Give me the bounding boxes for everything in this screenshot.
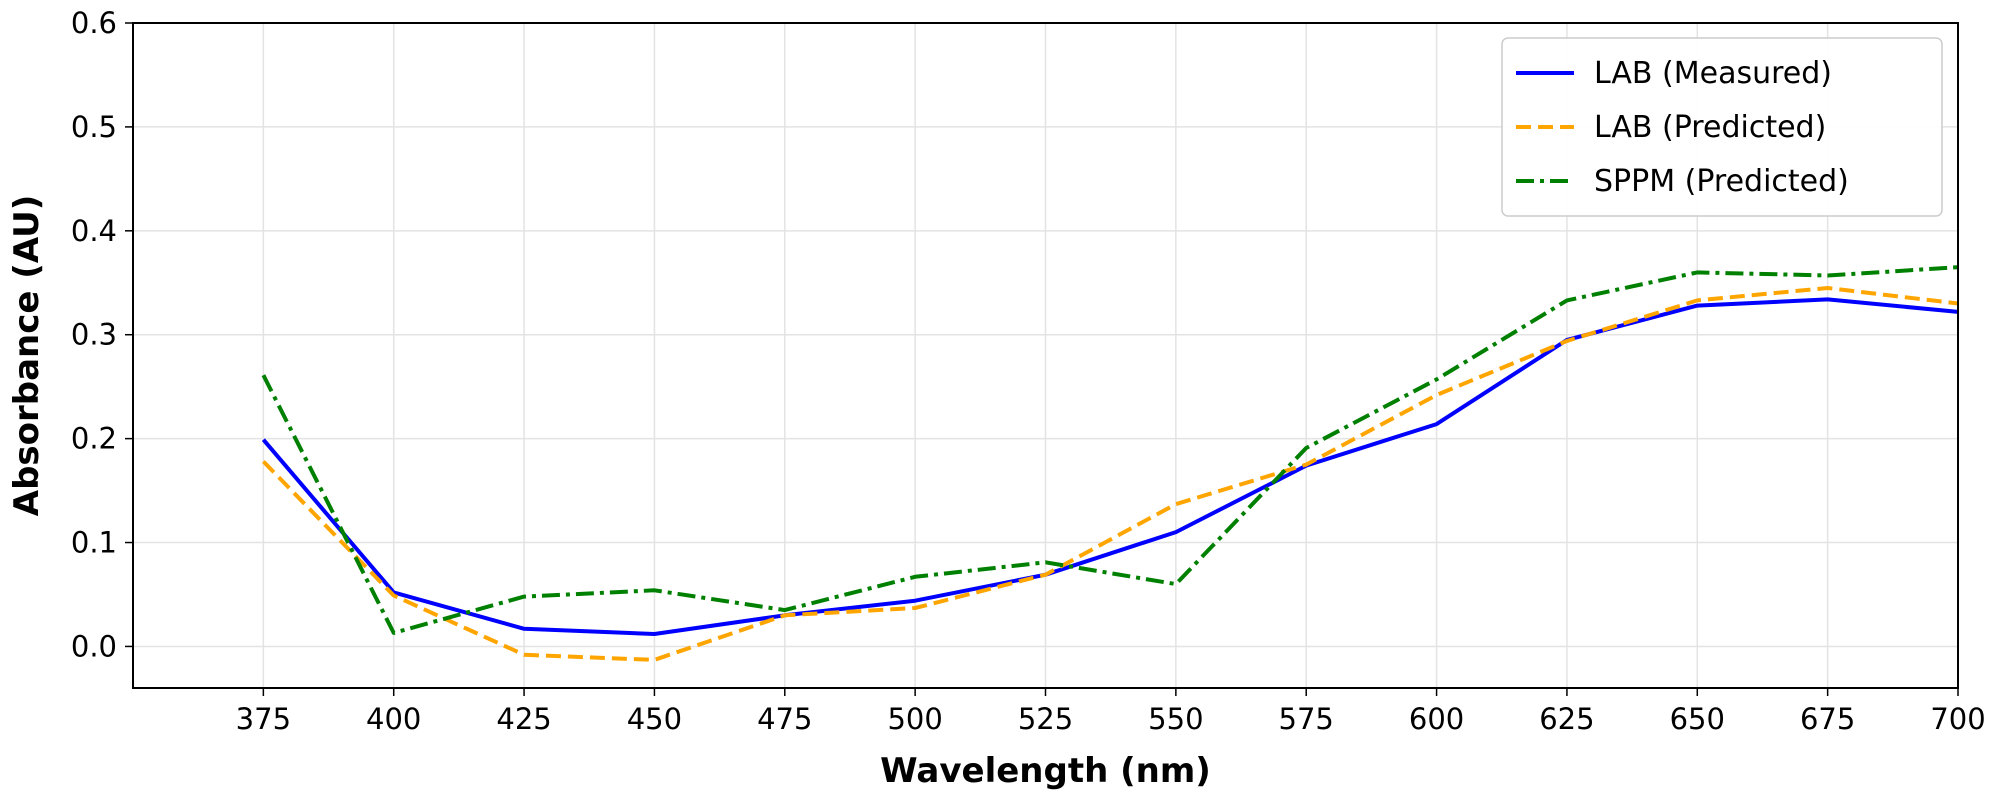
y-axis-label: Absorbance (AU)	[7, 195, 47, 517]
legend-label: LAB (Measured)	[1594, 56, 1832, 91]
x-tick-label: 550	[1148, 702, 1203, 736]
x-tick-label: 625	[1539, 702, 1594, 736]
x-tick-label: 575	[1279, 702, 1334, 736]
y-tick-label: 0.1	[71, 526, 117, 560]
x-tick-label: 700	[1930, 702, 1985, 736]
y-tick-label: 0.2	[71, 422, 117, 456]
x-tick-label: 475	[757, 702, 812, 736]
x-tick-label: 600	[1409, 702, 1464, 736]
y-tick-label: 0.5	[71, 110, 117, 144]
x-tick-label: 450	[627, 702, 682, 736]
x-tick-label: 425	[496, 702, 551, 736]
series-line-2	[261, 286, 1959, 662]
y-tick-label: 0.4	[71, 214, 117, 248]
axis-ticks: 375 400 425 450 475 500 525 550 575 600 625 650 675 7…	[71, 6, 1986, 736]
series-lines	[261, 265, 1959, 662]
series-line-3	[261, 265, 1959, 635]
legend-label: LAB (Predicted)	[1594, 110, 1826, 145]
y-tick-label: 0.3	[71, 318, 117, 352]
legend: LAB (Measured) LAB (Predicted) SPPM (Predi…	[1501, 37, 1943, 217]
x-tick-label: 400	[366, 702, 421, 736]
x-tick-label: 650	[1670, 702, 1725, 736]
x-tick-label: 675	[1800, 702, 1855, 736]
x-axis-label: Wavelength (nm)	[880, 751, 1211, 791]
x-tick-label: 375	[236, 702, 291, 736]
legend-label: SPPM (Predicted)	[1594, 164, 1849, 199]
y-tick-label: 0.0	[71, 629, 117, 663]
series-line-1	[261, 297, 1959, 636]
x-tick-label: 500	[887, 702, 942, 736]
x-tick-label: 525	[1018, 702, 1073, 736]
y-tick-label: 0.6	[71, 6, 117, 40]
legend-box	[1501, 37, 1943, 217]
